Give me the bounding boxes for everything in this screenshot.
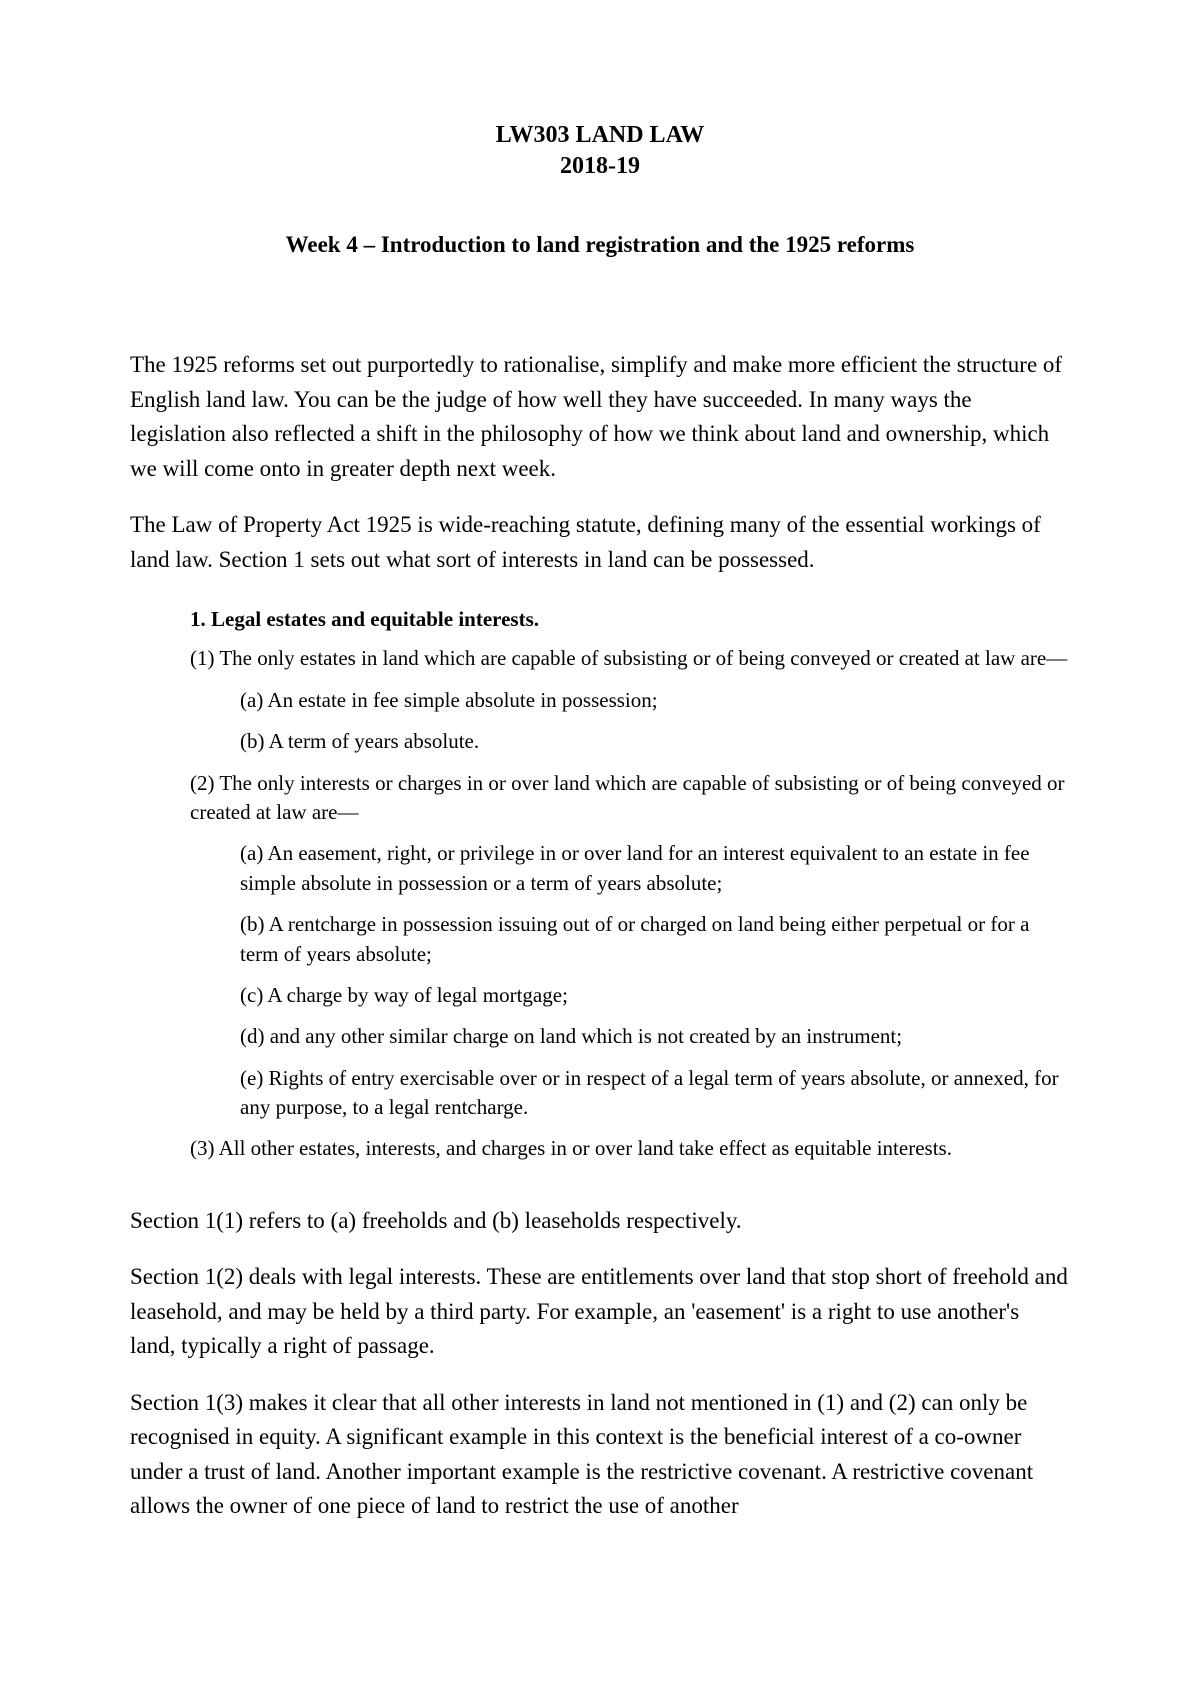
legislation-sub1: (1) The only estates in land which are c… — [190, 644, 1070, 673]
intro-paragraph-2: The Law of Property Act 1925 is wide-rea… — [130, 508, 1070, 577]
intro-paragraph-1: The 1925 reforms set out purportedly to … — [130, 348, 1070, 486]
document-header: LW303 LAND LAW 2018-19 — [130, 120, 1070, 182]
body-paragraph-3: Section 1(1) refers to (a) freeholds and… — [130, 1204, 1070, 1239]
legislation-sub3: (3) All other estates, interests, and ch… — [190, 1134, 1070, 1163]
legislation-sub1-a: (a) An estate in fee simple absolute in … — [240, 686, 1070, 715]
week-title: Week 4 – Introduction to land registrati… — [130, 232, 1070, 258]
legislation-sub2-a: (a) An easement, right, or privilege in … — [240, 839, 1070, 898]
legislation-sub2-c: (c) A charge by way of legal mortgage; — [240, 981, 1070, 1010]
body-paragraph-4: Section 1(2) deals with legal interests.… — [130, 1260, 1070, 1364]
legislation-block: 1. Legal estates and equitable interests… — [190, 607, 1070, 1163]
legislation-sub2: (2) The only interests or charges in or … — [190, 769, 1070, 828]
legislation-sub2-b: (b) A rentcharge in possession issuing o… — [240, 910, 1070, 969]
legislation-sub1-b: (b) A term of years absolute. — [240, 727, 1070, 756]
course-year: 2018-19 — [130, 151, 1070, 182]
body-paragraph-5: Section 1(3) makes it clear that all oth… — [130, 1386, 1070, 1524]
course-title: LW303 LAND LAW — [130, 120, 1070, 151]
legislation-heading: 1. Legal estates and equitable interests… — [190, 607, 1070, 632]
legislation-sub2-d: (d) and any other similar charge on land… — [240, 1022, 1070, 1051]
legislation-sub2-e: (e) Rights of entry exercisable over or … — [240, 1064, 1070, 1123]
